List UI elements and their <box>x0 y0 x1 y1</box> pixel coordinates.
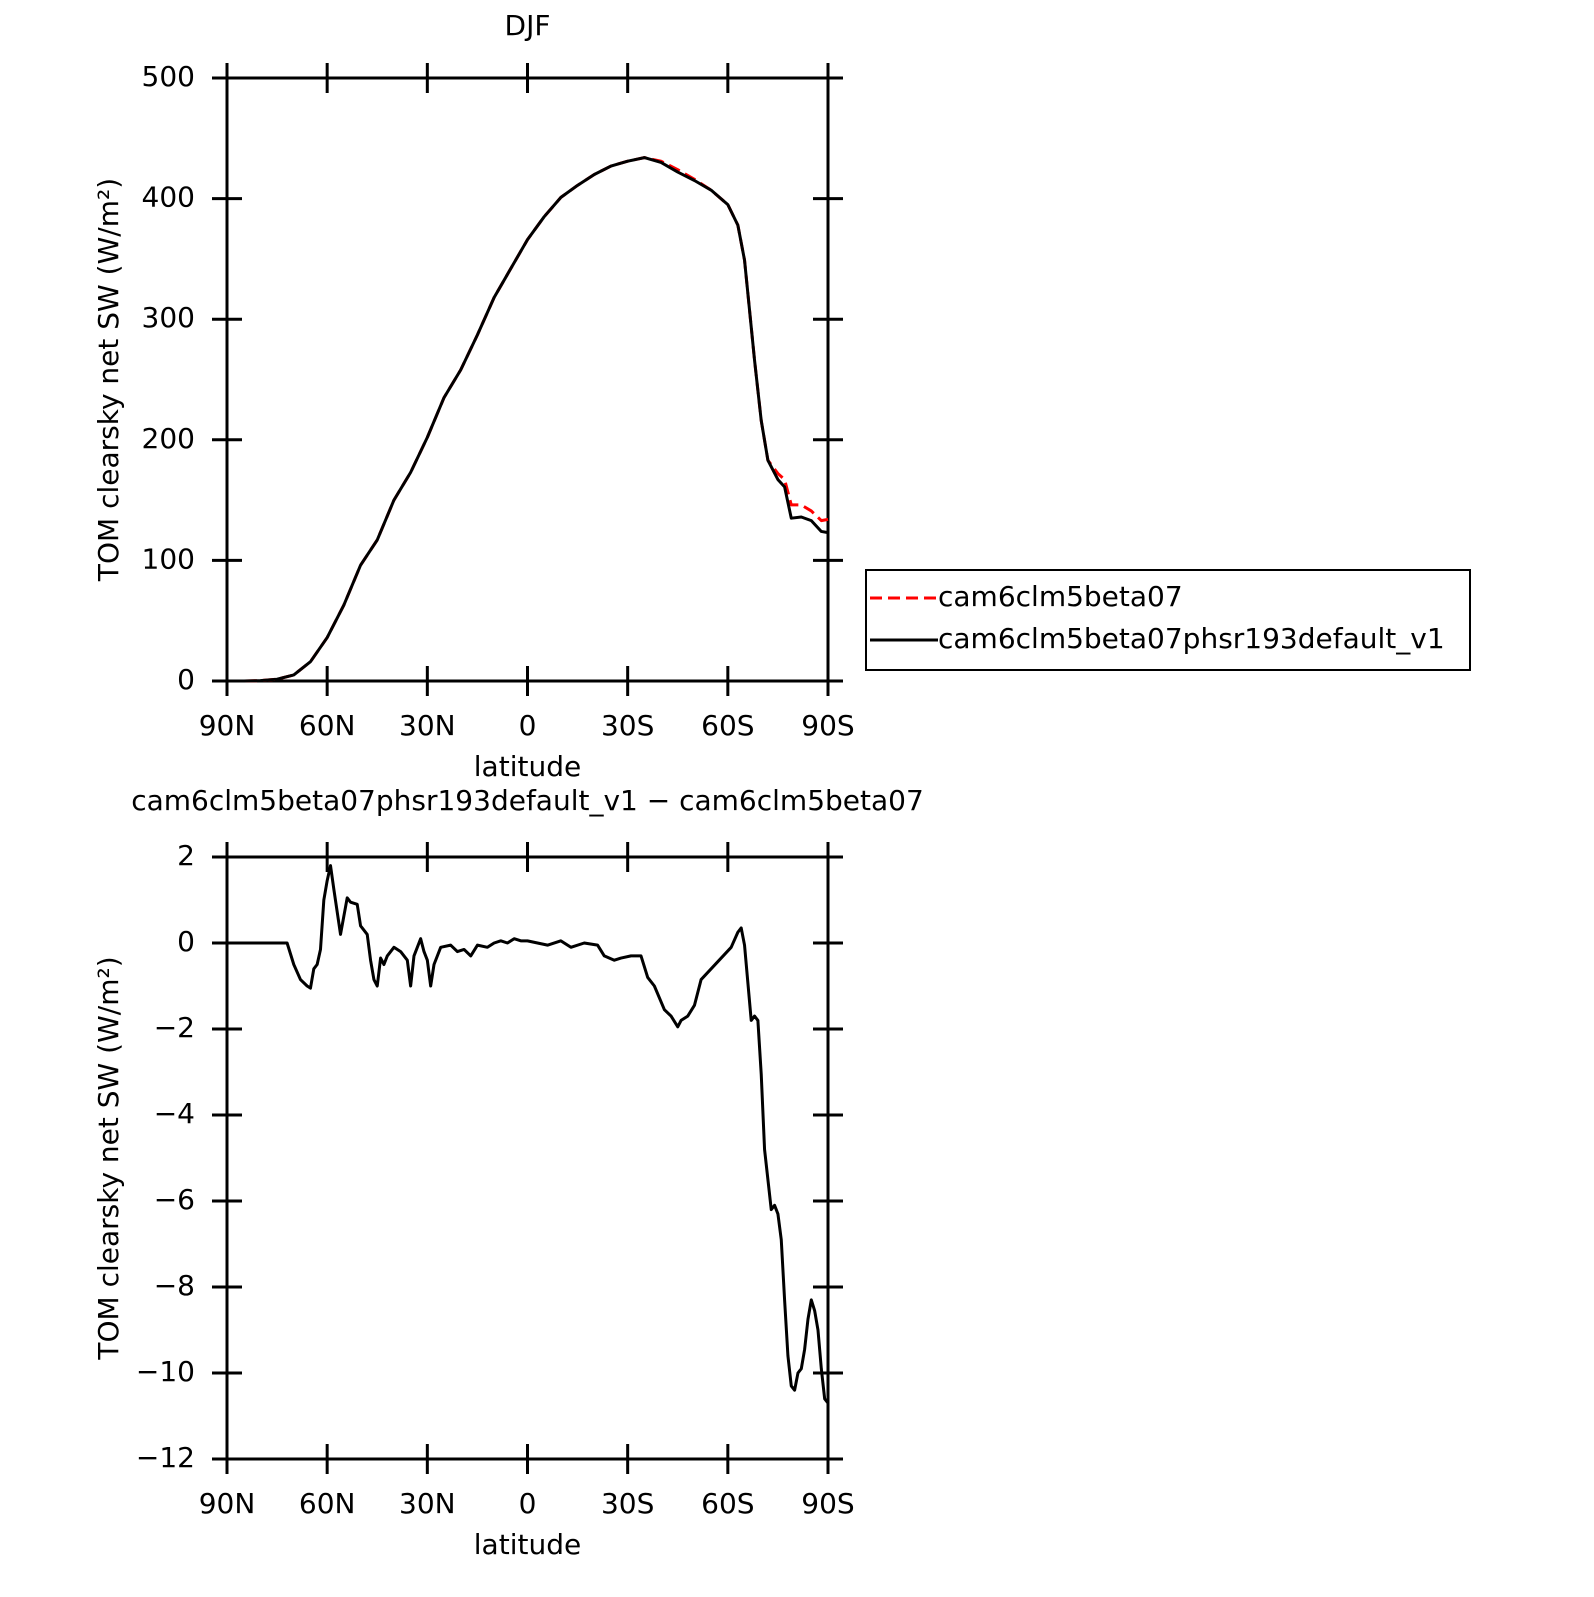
x-tick-label: 60N <box>299 1487 356 1520</box>
x-axis-label: latitude <box>474 750 581 783</box>
x-tick-label: 60N <box>299 709 356 742</box>
legend-label: cam6clm5beta07 <box>938 580 1183 613</box>
y-tick-label: 0 <box>177 663 195 696</box>
y-tick-label: 400 <box>142 181 195 214</box>
x-tick-label: 0 <box>519 709 537 742</box>
x-tick-label: 30N <box>399 1487 456 1520</box>
x-tick-label: 30S <box>601 709 654 742</box>
legend-label: cam6clm5beta07phsr193default_v1 <box>938 622 1445 655</box>
x-tick-label: 60S <box>701 709 754 742</box>
y-tick-label: 200 <box>142 422 195 455</box>
chart-title: DJF <box>505 9 551 42</box>
x-tick-label: 90S <box>801 709 854 742</box>
y-tick-label: −6 <box>154 1183 195 1216</box>
plot-frame <box>225 855 830 1461</box>
y-tick-label: 0 <box>177 925 195 958</box>
x-tick-label: 90S <box>801 1487 854 1520</box>
y-tick-label: −4 <box>154 1097 195 1130</box>
x-tick-label: 90N <box>199 709 256 742</box>
legend-box <box>865 569 1471 671</box>
x-tick-label: 30S <box>601 1487 654 1520</box>
y-tick-label: −10 <box>136 1355 195 1388</box>
y-axis-label: TOM clearsky net SW (W/m²) <box>92 178 125 582</box>
x-tick-label: 30N <box>399 709 456 742</box>
y-axis-label: TOM clearsky net SW (W/m²) <box>92 956 125 1360</box>
x-tick-label: 0 <box>519 1487 537 1520</box>
y-tick-label: −8 <box>154 1269 195 1302</box>
chart-title: cam6clm5beta07phsr193default_v1 − cam6cl… <box>131 784 924 817</box>
x-axis-label: latitude <box>474 1528 581 1561</box>
y-tick-label: 300 <box>142 301 195 334</box>
y-tick-label: −12 <box>136 1441 195 1474</box>
data-line <box>227 864 830 1405</box>
y-tick-label: 500 <box>142 60 195 93</box>
plot-frame <box>225 76 830 683</box>
y-tick-label: 2 <box>177 839 195 872</box>
x-tick-label: 60S <box>701 1487 754 1520</box>
data-line <box>227 156 829 683</box>
y-tick-label: −2 <box>154 1011 195 1044</box>
data-line <box>227 156 829 683</box>
x-tick-label: 90N <box>199 1487 256 1520</box>
y-tick-label: 100 <box>142 542 195 575</box>
